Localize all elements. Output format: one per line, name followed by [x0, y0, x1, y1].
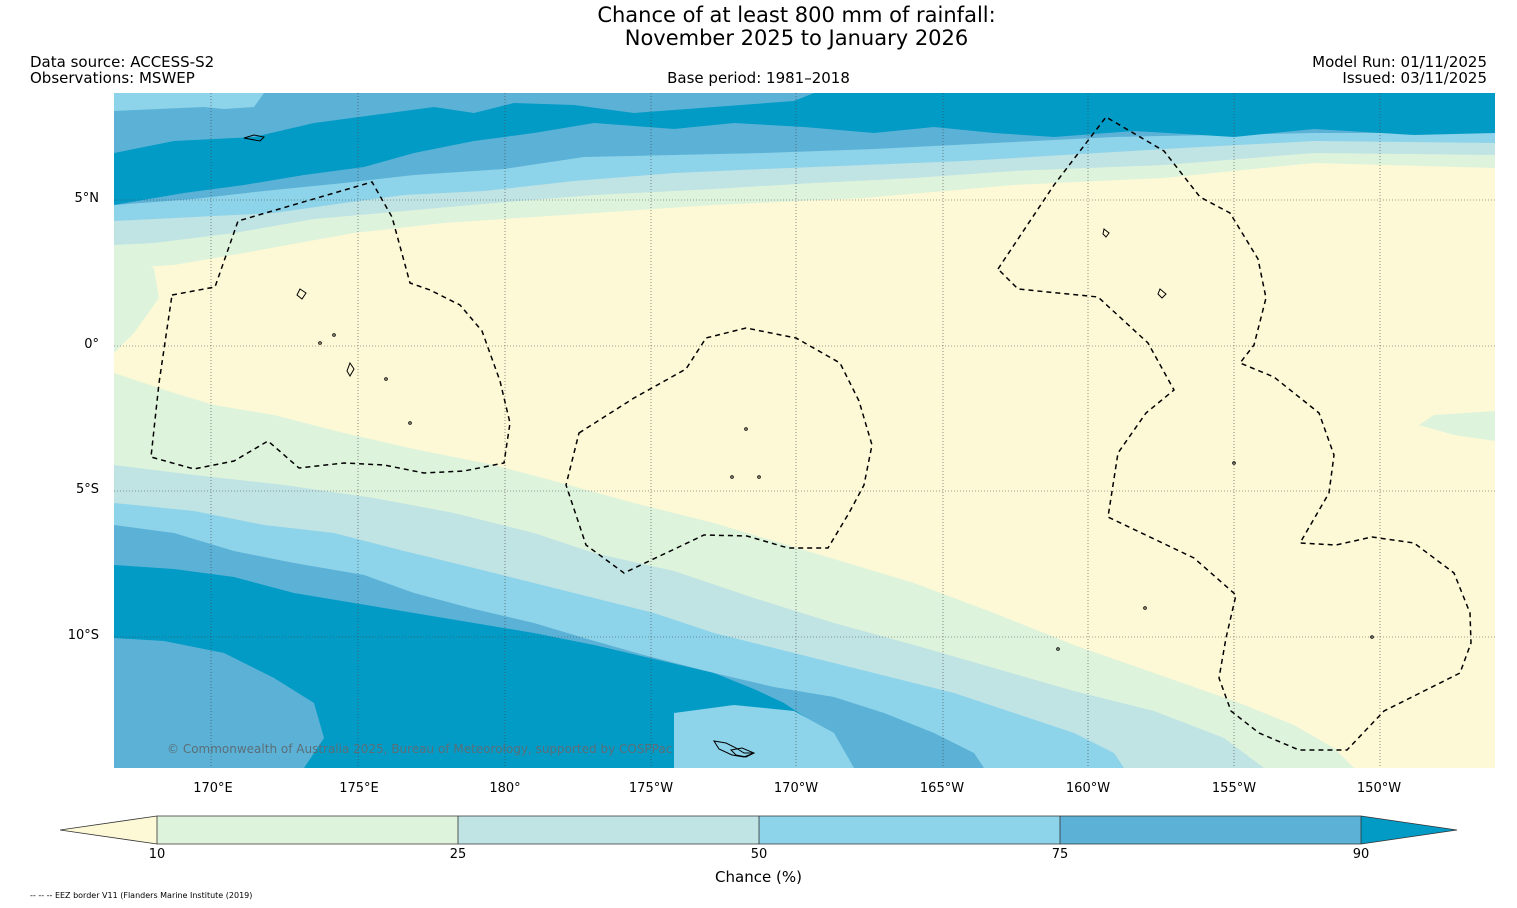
eez-footnote: -- -- -- EEZ border V11 (Flanders Marine… — [30, 891, 253, 900]
island-atoll-16 — [1370, 635, 1374, 639]
colorbar-tick-50: 50 — [750, 847, 768, 862]
north-band-75-west — [114, 107, 264, 137]
lon-label-180: 180° — [489, 781, 521, 796]
island-atoll-13 — [1232, 461, 1236, 465]
rainfall-probability-map[interactable]: © Commonwealth of Australia 2025, Bureau… — [114, 93, 1495, 768]
island-atoll-11 — [384, 377, 388, 381]
lon-label-175w: 175°W — [628, 781, 674, 796]
map-canvas — [114, 93, 1495, 768]
island-atoll-5 — [243, 134, 266, 142]
island-atoll-6 — [744, 427, 748, 431]
lon-label-170w: 170°W — [773, 781, 819, 796]
colorbar-tick-25: 25 — [449, 847, 467, 862]
colorbar-legend — [60, 815, 1458, 845]
island-atoll-1 — [296, 288, 307, 300]
graticule — [114, 93, 1495, 768]
island-atoll-15 — [1056, 647, 1060, 651]
colorbar-segment-25-50 — [458, 816, 759, 844]
island-atoll-12 — [408, 421, 412, 425]
lat-label-10s: 10°S — [67, 628, 99, 643]
colorbar-segment-10-25 — [157, 816, 458, 844]
lon-label-175e: 175°E — [339, 781, 379, 796]
colorbar-outline — [60, 815, 1458, 845]
data-source-label: Data source: ACCESS-S2 — [30, 53, 215, 71]
lat-label-5n: 5°N — [74, 191, 100, 206]
eez-border-kiribati-line — [997, 116, 1472, 751]
colorbar-segment-50-75 — [759, 816, 1060, 844]
island-atoll-3 — [1157, 288, 1167, 299]
island-atoll-8 — [757, 475, 761, 479]
north-band-90 — [114, 93, 1495, 205]
copyright-credit: © Commonwealth of Australia 2025, Bureau… — [167, 742, 673, 756]
colorbar-segment-below-10 — [60, 816, 157, 844]
eez-borders — [150, 116, 1472, 751]
issued-label: Issued: 03/11/2025 — [1342, 69, 1487, 87]
island-atoll-2 — [346, 361, 355, 377]
island-atoll-10 — [332, 333, 336, 337]
observations-label: Observations: MSWEP — [30, 69, 195, 87]
eez-border-kiribati-gilberts — [150, 181, 511, 474]
lon-label-170e: 170°E — [193, 781, 233, 796]
lat-label-5s: 5°S — [75, 482, 99, 497]
lon-label-155w: 155°W — [1211, 781, 1257, 796]
lon-label-160w: 160°W — [1065, 781, 1111, 796]
map-title-line2: November 2025 to January 2026 — [624, 26, 969, 50]
colorbar-segment-above-90 — [1361, 816, 1457, 844]
colorbar-tick-90: 90 — [1352, 847, 1370, 862]
island-atoll-14 — [1143, 606, 1147, 610]
east-equator-patch — [1419, 411, 1495, 441]
lon-label-165w: 165°W — [919, 781, 965, 796]
colorbar-label: Chance (%) — [715, 868, 802, 886]
island-atoll-9 — [318, 341, 322, 345]
colorbar-segment-75-90 — [1060, 816, 1361, 844]
map-title-line1: Chance of at least 800 mm of rainfall: — [597, 3, 996, 27]
island-savaii — [729, 747, 756, 758]
model-run-label: Model Run: 01/11/2025 — [1312, 53, 1487, 71]
eez-border-kiribati-phoenix — [565, 327, 873, 574]
base-period-label: Base period: 1981–2018 — [667, 69, 850, 87]
south-band-50-patch — [674, 705, 854, 768]
west-equator-patch — [114, 253, 159, 353]
colorbar-tick-75: 75 — [1051, 847, 1069, 862]
north-band-50-west — [114, 93, 264, 113]
colorbar-tick-10: 10 — [148, 847, 166, 862]
islands — [243, 134, 1374, 758]
island-atoll-4 — [1102, 228, 1110, 238]
south-band-75-west — [114, 638, 324, 768]
lat-label-0: 0° — [84, 337, 99, 352]
lon-label-150w: 150°W — [1356, 781, 1402, 796]
island-atoll-7 — [730, 475, 734, 479]
